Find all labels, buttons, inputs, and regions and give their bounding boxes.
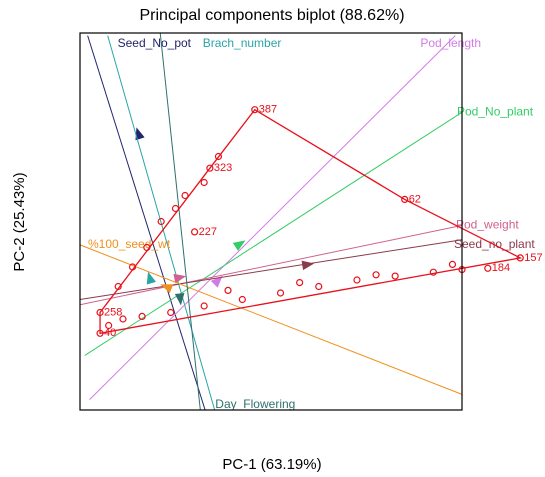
- point-label: 227: [199, 226, 217, 238]
- convex-hull: [99, 108, 523, 335]
- point: [224, 286, 232, 294]
- point: [296, 279, 304, 287]
- point-label: 40: [104, 327, 116, 339]
- variable-label: %100_seed_wt: [88, 237, 171, 251]
- point: [401, 195, 409, 203]
- variable-label: Pod_weight: [456, 218, 519, 232]
- variable-arrow: [135, 127, 145, 141]
- point: [429, 268, 437, 276]
- variable-label: Seed_No_pot: [118, 36, 192, 50]
- plot-frame: [79, 32, 463, 411]
- point: [105, 321, 113, 330]
- point: [448, 260, 457, 268]
- variable-arrow: [232, 240, 246, 251]
- variable-axis: [79, 224, 463, 306]
- variable-arrow: [160, 284, 174, 294]
- variable-axis: [79, 244, 463, 395]
- point: [191, 228, 199, 236]
- variable-axis: [159, 32, 201, 411]
- point: [143, 243, 151, 252]
- point: [119, 315, 127, 323]
- point: [516, 254, 524, 262]
- variable-axis: [87, 35, 206, 411]
- variable-arrow: [174, 293, 185, 306]
- point-label: 157: [524, 252, 542, 264]
- variable-axes: Seed_No_pot Brach_number Pod_length Pod_No_…: [79, 32, 535, 411]
- y-axis-label: PC-2 (25.43%): [11, 172, 28, 271]
- point: [181, 191, 189, 200]
- point: [315, 282, 323, 291]
- variable-axis: [79, 239, 463, 300]
- variable-label: Pod_length: [420, 36, 481, 50]
- variable-axis: [107, 35, 216, 411]
- points: 387 62 157 184 258 40 227 323: [96, 104, 543, 339]
- point: [353, 276, 361, 284]
- point: [171, 204, 180, 213]
- variable-label: Seed_no_plant: [454, 237, 535, 251]
- point-label: 258: [104, 306, 122, 318]
- point: [167, 308, 175, 317]
- point: [200, 302, 208, 310]
- variable-label: Pod_No_plant: [457, 104, 534, 118]
- x-axis-label: PC-1 (63.19%): [222, 456, 321, 473]
- point: [372, 271, 380, 279]
- point: [214, 152, 223, 161]
- point: [484, 264, 492, 272]
- point-label: 387: [259, 104, 277, 116]
- point-label: 62: [409, 193, 421, 205]
- point: [114, 282, 122, 291]
- point: [96, 308, 104, 317]
- chart-title: Principal components biplot (88.62%): [139, 7, 404, 24]
- point: [157, 217, 165, 226]
- point-label: 184: [492, 262, 510, 274]
- variable-arrow: [146, 271, 156, 285]
- variable-label: Day_Flowering: [215, 397, 295, 411]
- variable-arrow: [210, 275, 223, 288]
- variable-axis: [89, 35, 456, 400]
- point: [138, 312, 146, 320]
- point: [251, 106, 259, 114]
- variable-arrow: [173, 273, 187, 284]
- point: [276, 289, 285, 297]
- point: [96, 329, 104, 337]
- point: [128, 263, 137, 271]
- point: [200, 178, 208, 187]
- variable-label: Brach_number: [203, 36, 282, 50]
- variable-arrow: [301, 260, 315, 271]
- point: [206, 164, 214, 172]
- point: [391, 272, 399, 280]
- variable-axis: [84, 111, 463, 356]
- point: [238, 295, 246, 304]
- point-label: 323: [214, 162, 232, 174]
